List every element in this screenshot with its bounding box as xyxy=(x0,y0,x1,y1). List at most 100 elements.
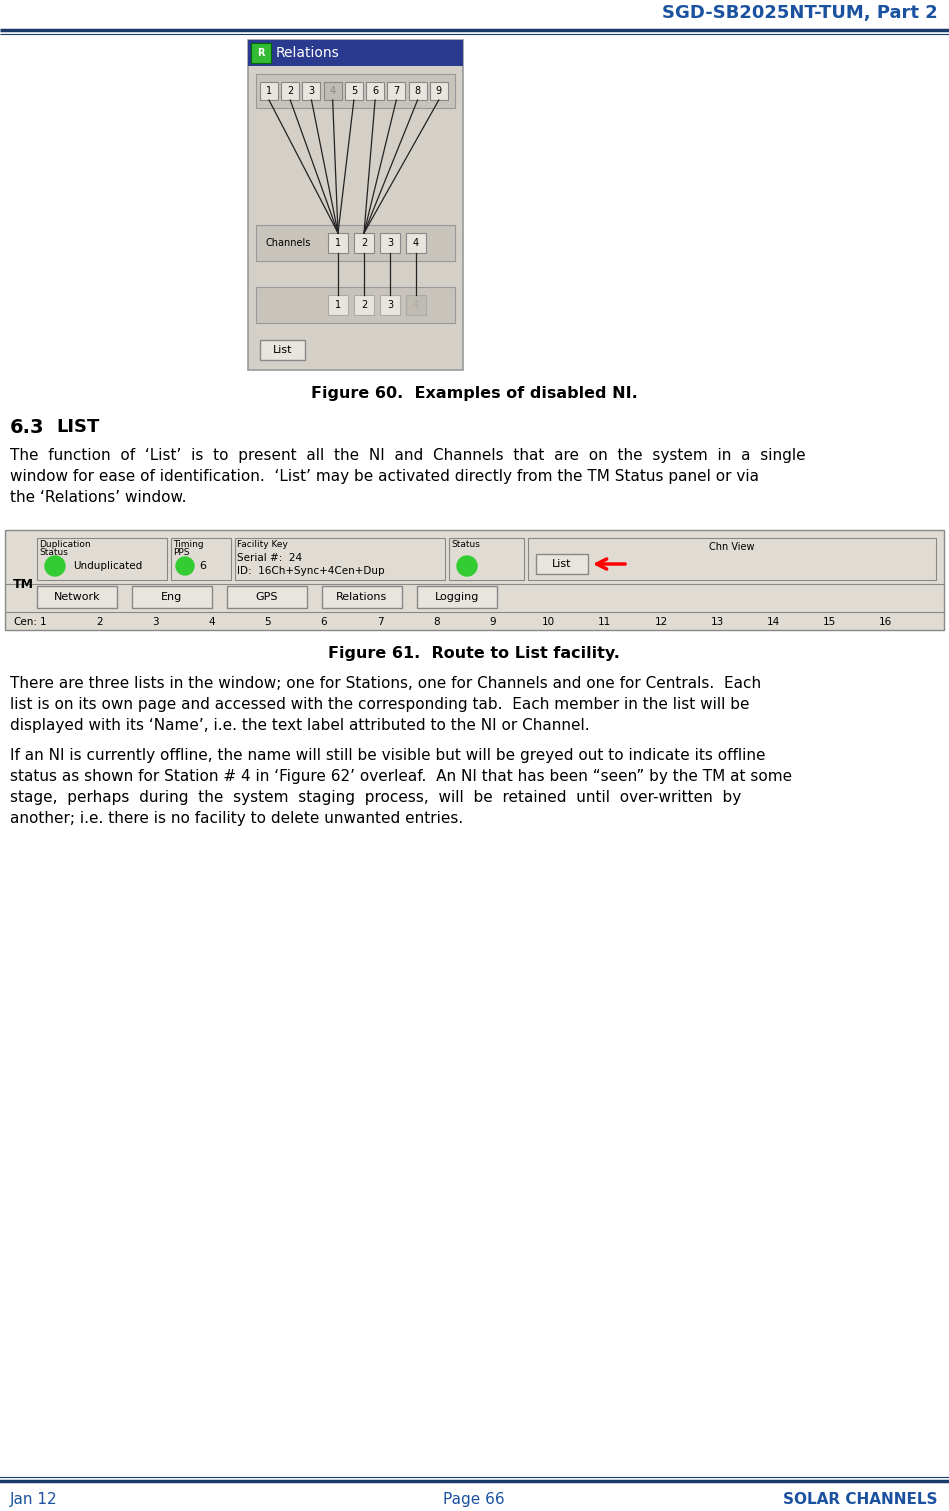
Bar xyxy=(171,538,231,580)
Text: Duplication: Duplication xyxy=(39,539,90,548)
Text: 3: 3 xyxy=(308,86,314,97)
Bar xyxy=(37,586,117,607)
Text: 10: 10 xyxy=(542,616,555,627)
Bar xyxy=(322,586,402,607)
Text: 6: 6 xyxy=(372,86,378,97)
Text: 2: 2 xyxy=(361,239,367,248)
Text: Status: Status xyxy=(451,539,480,548)
Circle shape xyxy=(457,556,477,576)
Text: Unduplicated: Unduplicated xyxy=(73,561,142,571)
Bar xyxy=(449,538,524,580)
Text: 2: 2 xyxy=(361,301,367,310)
Text: 3: 3 xyxy=(387,301,393,310)
Text: Cen:: Cen: xyxy=(13,616,37,627)
Bar xyxy=(248,39,463,66)
Bar xyxy=(235,538,445,580)
Bar xyxy=(256,225,455,261)
Text: 5: 5 xyxy=(351,86,357,97)
Text: 1: 1 xyxy=(335,301,341,310)
Text: 13: 13 xyxy=(711,616,724,627)
Bar xyxy=(406,295,426,314)
Text: R: R xyxy=(257,48,265,57)
Text: Page 66: Page 66 xyxy=(443,1491,505,1506)
Circle shape xyxy=(176,558,194,576)
Text: If an NI is currently offline, the name will still be visible but will be greyed: If an NI is currently offline, the name … xyxy=(10,748,792,827)
Text: 11: 11 xyxy=(598,616,611,627)
Text: 4: 4 xyxy=(413,301,419,310)
Text: 1: 1 xyxy=(335,239,341,248)
Text: 6: 6 xyxy=(199,561,206,571)
Text: Eng: Eng xyxy=(161,592,182,601)
Text: 2: 2 xyxy=(288,86,293,97)
Bar xyxy=(406,233,426,252)
Bar xyxy=(430,82,448,100)
Text: Figure 61.  Route to List facility.: Figure 61. Route to List facility. xyxy=(328,647,620,660)
Text: 12: 12 xyxy=(655,616,668,627)
Text: Network: Network xyxy=(54,592,101,601)
Text: 1: 1 xyxy=(266,86,272,97)
Text: 8: 8 xyxy=(433,616,439,627)
Bar xyxy=(5,530,944,630)
Text: 6.3: 6.3 xyxy=(10,419,45,437)
Text: Relations: Relations xyxy=(276,45,340,60)
Circle shape xyxy=(45,556,65,576)
Text: 2: 2 xyxy=(96,616,102,627)
Bar xyxy=(132,586,212,607)
Bar xyxy=(260,82,278,100)
Text: ID:  16Ch+Sync+4Cen+Dup: ID: 16Ch+Sync+4Cen+Dup xyxy=(237,567,384,576)
Text: 3: 3 xyxy=(387,239,393,248)
Text: Figure 60.  Examples of disabled NI.: Figure 60. Examples of disabled NI. xyxy=(310,385,638,400)
Text: 9: 9 xyxy=(436,86,442,97)
Bar xyxy=(387,82,405,100)
Text: Channels: Channels xyxy=(266,239,310,248)
Text: There are three lists in the window; one for Stations, one for Channels and one : There are three lists in the window; one… xyxy=(10,675,761,733)
Text: TM: TM xyxy=(13,579,34,591)
Text: 9: 9 xyxy=(489,616,495,627)
Bar xyxy=(380,233,400,252)
Text: 4: 4 xyxy=(329,86,336,97)
Text: 3: 3 xyxy=(152,616,158,627)
Bar xyxy=(380,295,400,314)
Text: SOLAR CHANNELS: SOLAR CHANNELS xyxy=(784,1491,938,1506)
Text: 4: 4 xyxy=(208,616,214,627)
Text: 7: 7 xyxy=(377,616,383,627)
Text: 14: 14 xyxy=(767,616,780,627)
Bar xyxy=(417,586,497,607)
Text: Logging: Logging xyxy=(435,592,479,601)
Text: The  function  of  ‘List’  is  to  present  all  the  NI  and  Channels  that  a: The function of ‘List’ is to present all… xyxy=(10,447,806,505)
Bar xyxy=(328,295,348,314)
Bar xyxy=(366,82,384,100)
Text: SGD-SB2025NT-TUM, Part 2: SGD-SB2025NT-TUM, Part 2 xyxy=(662,5,938,23)
Bar xyxy=(256,74,455,107)
Bar xyxy=(227,586,307,607)
Text: LIST: LIST xyxy=(56,419,100,437)
Bar xyxy=(409,82,426,100)
Text: PPS: PPS xyxy=(173,548,190,558)
Text: List: List xyxy=(272,345,292,355)
Text: Facility Key: Facility Key xyxy=(237,539,288,548)
Text: 15: 15 xyxy=(823,616,836,627)
Text: List: List xyxy=(552,559,571,570)
Bar xyxy=(281,82,299,100)
Text: 8: 8 xyxy=(415,86,420,97)
Bar xyxy=(354,233,374,252)
Bar xyxy=(251,42,271,63)
Text: 16: 16 xyxy=(879,616,892,627)
Text: Status: Status xyxy=(39,548,68,558)
Text: Chn View: Chn View xyxy=(709,542,754,552)
Text: GPS: GPS xyxy=(255,592,278,601)
Bar xyxy=(328,233,348,252)
Bar xyxy=(248,39,463,370)
Text: 4: 4 xyxy=(413,239,419,248)
Bar xyxy=(256,287,455,323)
Text: 1: 1 xyxy=(40,616,47,627)
Bar xyxy=(324,82,342,100)
Text: Jan 12: Jan 12 xyxy=(10,1491,58,1506)
Text: 6: 6 xyxy=(321,616,327,627)
Bar xyxy=(528,538,936,580)
Bar xyxy=(354,295,374,314)
Bar xyxy=(37,538,167,580)
Text: 5: 5 xyxy=(265,616,271,627)
Bar xyxy=(536,555,588,574)
Text: 7: 7 xyxy=(393,86,400,97)
